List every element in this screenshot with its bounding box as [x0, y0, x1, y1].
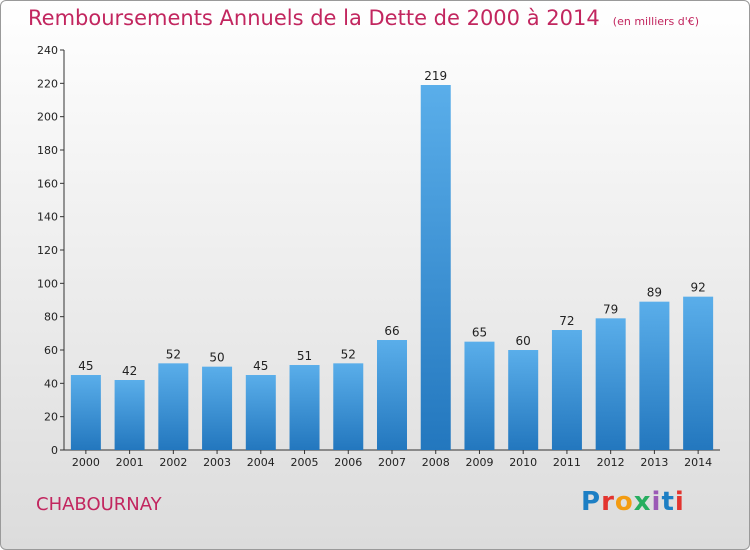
chart-unit-text: (en milliers d'€): [612, 15, 700, 28]
logo-letter: i: [674, 487, 685, 517]
logo-letter: x: [633, 487, 652, 517]
bar-2010: [508, 350, 539, 450]
bar-2009: [464, 341, 495, 450]
x-tick-label-2000: 2000: [72, 456, 100, 469]
bar-2008: [420, 85, 451, 450]
y-tick-label: 100: [37, 277, 58, 290]
x-tick-label-2010: 2010: [509, 456, 537, 469]
value-label-2014: 92: [690, 281, 705, 295]
value-label-2008: 219: [424, 69, 447, 83]
commune-name: CHABOURNAY: [36, 494, 162, 515]
x-tick-label-2005: 2005: [291, 456, 319, 469]
bar-2006: [333, 363, 364, 450]
x-tick-label-2012: 2012: [597, 456, 625, 469]
y-tick-label: 220: [37, 77, 58, 90]
x-tick-label-2014: 2014: [684, 456, 712, 469]
bar-2013: [639, 301, 670, 450]
bar-2007: [377, 340, 407, 450]
bar-2001: [114, 380, 145, 450]
logo-letter: t: [661, 487, 675, 517]
y-tick-label: 240: [37, 44, 58, 57]
value-label-2006: 52: [341, 347, 356, 361]
logo-letter: o: [614, 487, 634, 517]
proxiti-logo: Proxiti: [581, 487, 685, 517]
y-tick-label: 40: [44, 377, 58, 390]
value-label-2011: 72: [559, 314, 574, 328]
logo-letter: i: [651, 487, 662, 517]
y-tick-label: 180: [37, 144, 58, 157]
x-tick-label-2006: 2006: [334, 456, 362, 469]
bar-2012: [595, 318, 626, 450]
y-tick-label: 160: [37, 177, 58, 190]
logo-letter: r: [601, 487, 615, 517]
x-tick-label-2011: 2011: [553, 456, 581, 469]
bar-2003: [202, 366, 233, 450]
y-tick-label: 60: [44, 344, 58, 357]
chart-title-text: Remboursements Annuels de la Dette de 20…: [28, 6, 600, 30]
x-tick-label-2009: 2009: [465, 456, 493, 469]
value-label-2001: 42: [122, 364, 137, 378]
logo-letter: P: [581, 487, 602, 517]
y-tick-label: 20: [44, 411, 58, 424]
y-tick-label: 0: [51, 444, 58, 457]
y-tick-label: 200: [37, 111, 58, 124]
x-tick-label-2004: 2004: [247, 456, 275, 469]
bar-2014: [683, 296, 714, 450]
value-label-2013: 89: [647, 286, 662, 300]
x-tick-label-2001: 2001: [116, 456, 144, 469]
y-tick-label: 120: [37, 244, 58, 257]
y-tick-label: 140: [37, 211, 58, 224]
value-label-2004: 45: [253, 359, 268, 373]
bar-2000: [70, 375, 101, 450]
value-label-2005: 51: [297, 349, 312, 363]
x-tick-label-2002: 2002: [159, 456, 187, 469]
x-tick-label-2003: 2003: [203, 456, 231, 469]
bar-2011: [551, 330, 582, 450]
value-label-2002: 52: [166, 347, 181, 361]
value-label-2000: 45: [78, 359, 93, 373]
x-tick-label-2007: 2007: [378, 456, 406, 469]
value-label-2003: 50: [209, 351, 224, 365]
value-label-2012: 79: [603, 302, 618, 316]
bar-2004: [245, 375, 276, 450]
chart-title: Remboursements Annuels de la Dette de 20…: [28, 6, 699, 30]
chart-labels: 2000 45 2001 42 2002 52 2003 50 2004 45 2005 51 2006…: [72, 69, 712, 469]
value-label-2009: 65: [472, 326, 487, 340]
value-label-2010: 60: [516, 334, 531, 348]
x-tick-label-2008: 2008: [422, 456, 450, 469]
value-label-2007: 66: [384, 324, 399, 338]
x-tick-label-2013: 2013: [640, 456, 668, 469]
y-tick-label: 80: [44, 311, 58, 324]
bar-2005: [289, 365, 320, 450]
chart-bars: [70, 85, 714, 450]
bar-2002: [158, 363, 189, 450]
